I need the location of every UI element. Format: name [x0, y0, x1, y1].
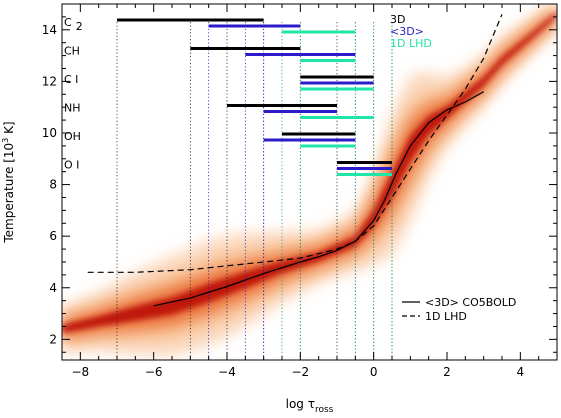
temperature-density-map [62, 4, 557, 357]
y-axis-label: Temperature [103 K] [1, 121, 16, 243]
species-label: NH [64, 102, 81, 115]
species-label-main: C I [64, 73, 78, 86]
x-axis-label: log τross [286, 397, 334, 415]
y-tick-label: 12 [42, 74, 57, 88]
series-line-3d-mean [153, 91, 484, 307]
x-axis-label-subscript: ross [315, 405, 334, 415]
species-label-main: OH [64, 130, 81, 143]
legend-model-colors: 3D<3D>1D LHD [390, 13, 432, 50]
x-tick-label: 0 [370, 365, 378, 379]
species-label-main: C [64, 16, 72, 29]
y-tick-label: 2 [49, 332, 57, 346]
y-axis-label-unit: K] [2, 121, 16, 137]
species-label-main: NH [64, 102, 81, 115]
species-label-main: CH [64, 45, 80, 58]
legend-bottom-entry: 1D LHD [425, 310, 467, 323]
species-label: C I [64, 73, 78, 86]
y-tick-label: 6 [49, 229, 57, 243]
axis-ticks: −8 −6 −4 −2 0 2 4 2 4 6 8 10 12 14 [42, 3, 558, 379]
y-axis-label-superscript: 3 [1, 138, 10, 143]
species-label-subscript: 2 [76, 20, 83, 33]
legend-bottom-entry: <3D> CO5BOLD [425, 296, 516, 309]
x-tick-label: −6 [145, 365, 163, 379]
x-axis-label-main: log τ [286, 397, 315, 411]
y-tick-label: 4 [49, 281, 57, 295]
species-label: O I [64, 159, 79, 172]
x-tick-label: −4 [218, 365, 236, 379]
species-label: CH [64, 45, 80, 58]
legend-top-entry: <3D> [390, 25, 424, 38]
series-line-1d-lhd [87, 14, 503, 273]
legend-top-entry: 1D LHD [390, 37, 432, 50]
species-labels: C 2 CH C I NH OH O I [64, 16, 83, 172]
legend-top-entry: 3D [390, 13, 405, 26]
species-label: OH [64, 130, 81, 143]
x-tick-label: 2 [443, 365, 451, 379]
y-tick-label: 14 [42, 23, 57, 37]
x-tick-label: −8 [71, 365, 89, 379]
temperature-profiles [87, 14, 503, 307]
plot-frame [61, 3, 558, 361]
y-axis-label-main: Temperature [10 [2, 143, 16, 244]
formation-range-bars [117, 18, 392, 176]
x-tick-label: −2 [291, 365, 309, 379]
y-tick-label: 8 [49, 178, 57, 192]
species-label-main: O I [64, 159, 79, 172]
x-tick-label: 4 [517, 365, 525, 379]
y-tick-label: 10 [42, 126, 57, 140]
